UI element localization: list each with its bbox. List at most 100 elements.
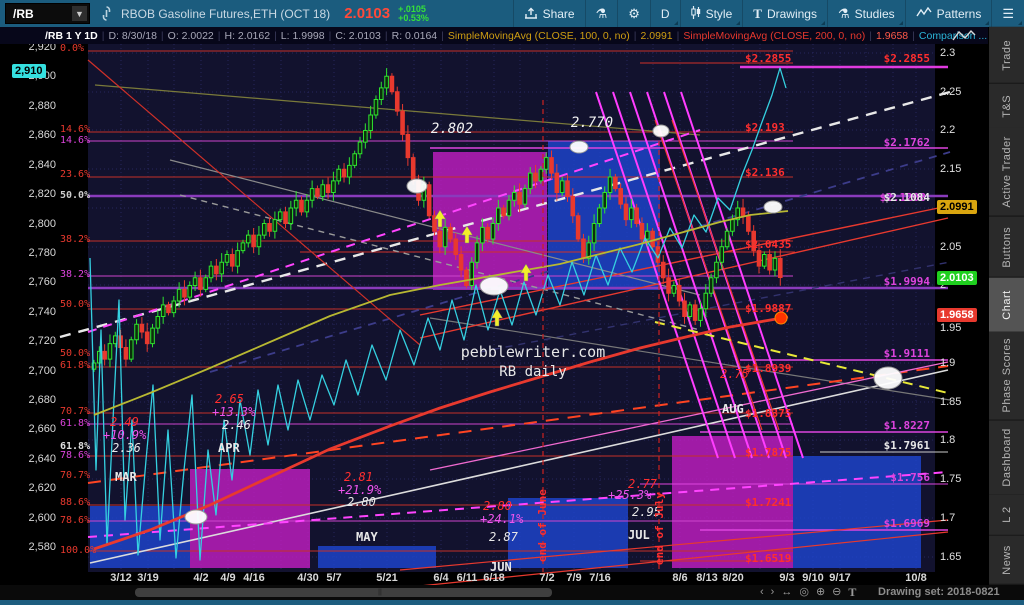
chart-label: 14.6% bbox=[60, 135, 90, 146]
date-tick: 4/9 bbox=[220, 572, 236, 584]
settings-button[interactable]: ⚙ bbox=[617, 0, 650, 27]
sidebar-tab-news[interactable]: News bbox=[989, 536, 1024, 585]
date-tick: 3/19 bbox=[137, 572, 159, 584]
candle-body bbox=[549, 157, 554, 174]
candle-body bbox=[219, 261, 224, 275]
style-button[interactable]: Style bbox=[679, 0, 743, 27]
text-tool-icon[interactable]: T bbox=[848, 585, 857, 599]
date-tick: 9/3 bbox=[779, 572, 795, 584]
studies-button[interactable]: ⚗ Studies bbox=[826, 0, 905, 27]
date-tick: 6/4 bbox=[433, 572, 449, 584]
sidebar-tab-l-2[interactable]: L 2 bbox=[989, 495, 1024, 537]
chevron-down-icon[interactable]: ▼ bbox=[72, 6, 87, 21]
left-axis-tick: 2,600 bbox=[28, 512, 56, 524]
candle-body bbox=[469, 261, 475, 286]
candle-body bbox=[517, 192, 522, 205]
horizontal-scrollbar[interactable]: || bbox=[135, 588, 552, 597]
candle-body bbox=[134, 323, 139, 341]
candle-body bbox=[666, 277, 671, 294]
ohlc-low: L: 1.9998 bbox=[280, 29, 325, 42]
sma200-label[interactable]: SimpleMovingAvg (CLOSE, 200, 0, no) bbox=[683, 29, 866, 42]
highlight-box bbox=[672, 436, 793, 568]
trendline bbox=[419, 205, 949, 316]
candle-body bbox=[501, 207, 506, 217]
menu-button[interactable]: ☰ bbox=[991, 0, 1024, 27]
chart-label: $1.8375 bbox=[745, 407, 791, 420]
sidebar-tab-active-trader[interactable]: Active Trader bbox=[989, 128, 1024, 217]
candle-body bbox=[283, 211, 288, 224]
link-icon[interactable] bbox=[100, 6, 113, 21]
candle-body bbox=[533, 172, 538, 182]
zoom-in-icon[interactable]: ⊕ bbox=[815, 586, 826, 598]
left-axis-tick: 2,720 bbox=[28, 335, 56, 347]
left-price-axis[interactable]: 2,9202,9002,8802,8602,8402,8202,8002,780… bbox=[0, 0, 56, 605]
change-percent: +0.53% bbox=[398, 12, 429, 23]
trendline bbox=[429, 317, 951, 401]
chart-label: 78.6% bbox=[60, 515, 90, 526]
share-button[interactable]: Share bbox=[512, 0, 585, 27]
candle-body bbox=[277, 211, 283, 221]
sidebar-tab-buttons[interactable]: Buttons bbox=[989, 216, 1024, 278]
sma200-line bbox=[93, 315, 789, 551]
right-axis-tick: 2.3 bbox=[940, 47, 956, 59]
candle-body bbox=[480, 226, 485, 244]
next-arrow-icon[interactable]: › bbox=[770, 586, 775, 598]
drawings-button[interactable]: T Drawings bbox=[742, 0, 827, 27]
share-icon bbox=[524, 7, 538, 21]
candle-body bbox=[203, 277, 209, 290]
sidebar-tab-dashboard[interactable]: Dashboard bbox=[989, 420, 1024, 496]
chart-label: $1.756 bbox=[890, 471, 930, 484]
candle-body bbox=[128, 339, 134, 360]
chart-label: 0.0% bbox=[60, 43, 84, 54]
chart-header: /RB 1 Y 1D | D: 8/30/18 | O: 2.0022 | H: 2.… bbox=[0, 27, 1024, 44]
chart-label: 38.2% bbox=[60, 234, 90, 245]
sma100-label[interactable]: SimpleMovingAvg (CLOSE, 100, 0, no) bbox=[447, 29, 630, 42]
sidebar-tab-phase-scores[interactable]: Phase Scores bbox=[989, 332, 1024, 421]
timeframe-button[interactable]: D bbox=[649, 0, 680, 27]
highlight-box bbox=[508, 498, 628, 568]
right-price-axis[interactable]: 2.3 2.25 2.2 2.15 2.05 2 1.95 1.9 1.85 1.8 1.75 1.7… bbox=[937, 0, 990, 605]
left-axis-tick: 2,920 bbox=[28, 41, 56, 53]
candle-body bbox=[719, 246, 725, 263]
candle-body bbox=[485, 226, 490, 240]
reset-view-icon[interactable]: ◎ bbox=[799, 586, 809, 598]
chart-label: 23.6% bbox=[60, 169, 90, 180]
time-axis[interactable]: 3/12 3/19 4/2 4/9 4/16 4/30 5/7 5/21 6/4 6/11 6/18… bbox=[0, 572, 990, 586]
chart-label: 2.95 bbox=[632, 505, 661, 519]
ohlc-date: D: 8/30/18 bbox=[108, 29, 157, 42]
pan-icon[interactable]: ↔ bbox=[781, 586, 793, 598]
candle-body bbox=[602, 192, 608, 209]
zigzag-icon[interactable] bbox=[952, 29, 976, 44]
prev-arrow-icon[interactable]: ‹ bbox=[760, 586, 764, 598]
candle-body bbox=[538, 168, 544, 182]
candle-body bbox=[437, 230, 443, 248]
candle-body bbox=[405, 133, 411, 159]
candle-body bbox=[453, 238, 459, 255]
zoom-out-icon[interactable]: ⊖ bbox=[832, 586, 842, 598]
left-axis-tick: 2,880 bbox=[28, 100, 56, 112]
candle-body bbox=[442, 226, 448, 248]
sidebar-tab-t-s[interactable]: T&S bbox=[989, 83, 1024, 129]
chart-label: MAR bbox=[115, 470, 137, 484]
candle-body bbox=[123, 347, 129, 360]
symbol-dropdown[interactable]: /RB ▼ bbox=[5, 3, 90, 24]
sidebar-tab-chart[interactable]: Chart bbox=[989, 277, 1024, 333]
candle-body bbox=[432, 215, 437, 232]
highlight-box bbox=[318, 546, 436, 568]
right-axis-tick: 2.05 bbox=[940, 241, 962, 253]
patterns-button[interactable]: Patterns bbox=[904, 0, 992, 27]
date-tick: 5/7 bbox=[326, 572, 342, 584]
candle-body bbox=[171, 300, 177, 314]
candle-body bbox=[198, 277, 203, 290]
candle-body bbox=[581, 238, 586, 259]
trendline bbox=[680, 91, 804, 459]
candle-body bbox=[671, 285, 677, 294]
candle-body bbox=[496, 207, 501, 224]
scrollbar-grip[interactable]: || bbox=[378, 589, 382, 596]
drawing-set-label[interactable]: Drawing set: 2018-0821 bbox=[878, 586, 1000, 598]
onDemand-button[interactable]: ⚗ bbox=[584, 0, 618, 27]
sidebar-tab-trade[interactable]: Trade bbox=[989, 27, 1024, 84]
chart-label: $2.136 bbox=[745, 166, 785, 179]
chart-label: AUG bbox=[722, 402, 744, 416]
